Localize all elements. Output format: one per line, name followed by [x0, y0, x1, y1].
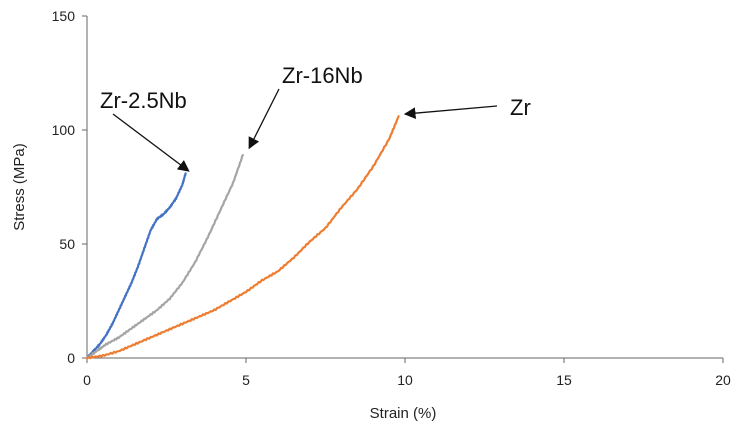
x-tick-label: 10	[397, 372, 413, 388]
series-line-3	[85, 115, 400, 360]
annotation-label-1: Zr-2.5Nb	[100, 88, 187, 113]
x-tick-label: 15	[556, 372, 572, 388]
x-tick-label: 5	[242, 372, 250, 388]
annotation-arrow-1	[112, 113, 190, 172]
series-line-1	[85, 172, 187, 360]
annotation-label-3: Zr	[510, 95, 531, 120]
x-tick-label: 20	[715, 372, 731, 388]
x-tick-label: 0	[83, 372, 91, 388]
series-line-2	[85, 154, 244, 360]
y-tick-label: 50	[59, 236, 75, 252]
y-axis-title: Stress (MPa)	[11, 143, 28, 231]
annotation-label-2: Zr-16Nb	[282, 63, 363, 88]
y-tick-label: 100	[52, 122, 76, 138]
annotation-arrow-3	[403, 105, 498, 119]
x-axis-title: Strain (%)	[370, 405, 437, 422]
annotation-arrow-2	[248, 88, 280, 150]
y-tick-label: 0	[67, 350, 75, 366]
y-tick-label: 150	[52, 8, 76, 24]
